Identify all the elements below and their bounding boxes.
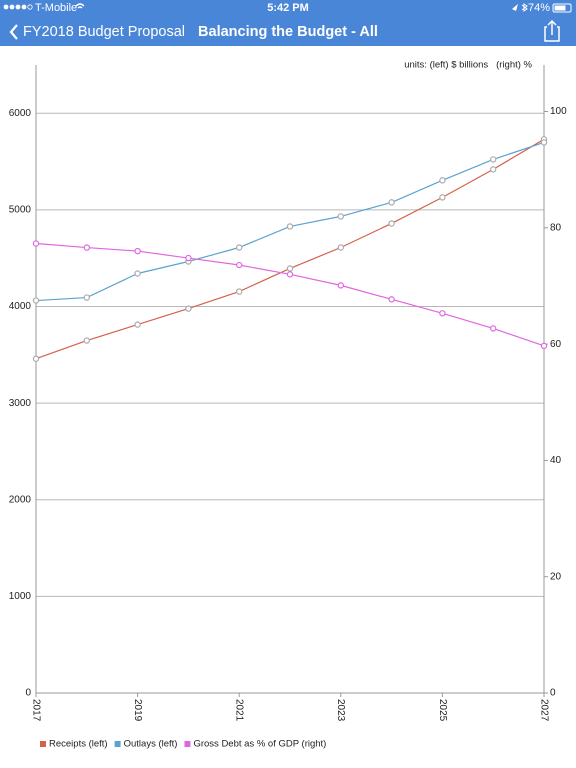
data-point — [439, 194, 446, 201]
y-tick-label: 2000 — [9, 494, 32, 505]
data-point — [235, 244, 243, 251]
legend-swatch — [184, 741, 191, 747]
back-label[interactable]: FY2018 Budget Proposal — [23, 24, 185, 40]
data-point — [235, 288, 243, 295]
x-tick-label: 2019 — [132, 699, 143, 722]
legend-label: Outlays (left) — [124, 739, 178, 750]
back-button[interactable]: FY2018 Budget Proposal — [9, 24, 185, 40]
nav-title: Balancing the Budget - All — [198, 24, 378, 40]
x-tick-label: 2025 — [437, 699, 448, 722]
y-tick-label: 1000 — [9, 591, 32, 602]
x-tick-label: 2021 — [234, 699, 245, 722]
nav-background — [0, 0, 576, 46]
legend-label: Receipts (left) — [49, 739, 108, 750]
legend-swatch — [40, 741, 46, 747]
x-tick-label: 2017 — [30, 699, 41, 722]
y2-tick-label: 20 — [550, 571, 562, 582]
legend-swatch — [114, 741, 121, 747]
data-point — [439, 310, 446, 317]
y2-tick-label: 40 — [550, 455, 562, 466]
data-point — [83, 337, 91, 344]
data-point — [388, 220, 395, 227]
y2-tick-label: 80 — [550, 222, 562, 233]
data-point — [235, 261, 243, 269]
data-point — [83, 244, 91, 251]
data-point — [32, 297, 40, 304]
data-point — [540, 342, 548, 350]
battery-icon — [552, 3, 572, 13]
y-tick-label: 3000 — [9, 398, 32, 409]
data-point — [185, 305, 192, 312]
x-tick-label: 2027 — [538, 699, 549, 722]
data-point — [286, 265, 294, 272]
wifi-icon — [75, 3, 85, 9]
y-tick-label: 6000 — [9, 108, 32, 119]
back-chevron[interactable] — [9, 24, 18, 40]
data-point — [388, 199, 395, 206]
y-tick-label: 4000 — [9, 301, 32, 312]
y2-tick-label: 0 — [550, 688, 556, 699]
data-point — [490, 166, 497, 173]
data-point — [32, 355, 40, 362]
data-point — [134, 247, 141, 255]
data-point — [540, 139, 548, 146]
carrier: T-Mobile — [35, 2, 77, 14]
data-point — [388, 296, 395, 303]
data-point — [134, 321, 141, 328]
y2-tick-label: 100 — [550, 106, 567, 117]
signal-dots — [3, 4, 33, 10]
data-point — [490, 325, 497, 332]
data-point — [83, 294, 91, 301]
data-point — [286, 223, 294, 230]
data-point — [32, 240, 40, 247]
battery-level — [554, 5, 566, 11]
x-tick-label: 2023 — [335, 699, 346, 722]
data-point — [337, 213, 344, 220]
units-note: units: (left) $ billions (right) % — [404, 60, 532, 71]
data-point — [185, 254, 192, 262]
data-point — [134, 270, 141, 277]
y2-tick-label: 60 — [550, 339, 562, 350]
clock: 5:42 PM — [267, 2, 309, 14]
share-icon[interactable] — [544, 19, 560, 42]
share-button[interactable] — [544, 19, 560, 42]
data-point — [337, 244, 344, 251]
data-point — [439, 177, 446, 184]
y-tick-label: 5000 — [9, 205, 32, 216]
chart: 0 1000 2000 3000 4000 5000 6000 0 20 40 60 80 100 201… — [9, 65, 567, 750]
location-icon — [512, 4, 518, 11]
data-point — [337, 282, 344, 289]
battery-text: 74% — [528, 2, 550, 14]
data-point — [286, 271, 294, 278]
y-tick-label: 0 — [25, 688, 31, 699]
legend-label: Gross Debt as % of GDP (right) — [193, 739, 326, 750]
data-point — [490, 156, 497, 163]
bluetooth-icon — [521, 3, 528, 12]
series-line — [35, 242, 545, 347]
